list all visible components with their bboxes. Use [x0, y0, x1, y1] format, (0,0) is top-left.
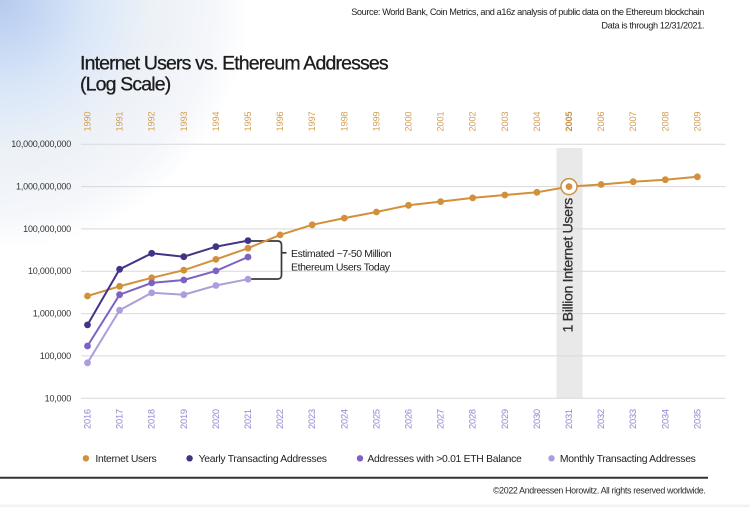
svg-text:1,000,000: 1,000,000 — [33, 309, 71, 319]
svg-text:2022: 2022 — [275, 409, 285, 429]
svg-text:©2022 Andreessen Horowitz. All: ©2022 Andreessen Horowitz. All rights re… — [493, 486, 706, 496]
svg-text:2002: 2002 — [468, 112, 478, 132]
svg-text:2028: 2028 — [468, 409, 478, 429]
svg-text:1999: 1999 — [371, 112, 381, 132]
svg-text:1993: 1993 — [179, 112, 189, 132]
svg-text:1,000,000,000: 1,000,000,000 — [16, 182, 71, 192]
svg-text:Source: World Bank, Coin Metri: Source: World Bank, Coin Metrics, and a1… — [351, 7, 704, 17]
svg-text:2024: 2024 — [339, 409, 349, 429]
svg-text:Internet Users: Internet Users — [95, 454, 156, 465]
svg-text:2029: 2029 — [500, 409, 510, 429]
svg-text:1997: 1997 — [307, 112, 317, 132]
svg-text:2007: 2007 — [628, 112, 638, 132]
svg-text:Addresses with >0.01 ETH Balan: Addresses with >0.01 ETH Balance — [367, 454, 522, 465]
svg-text:2026: 2026 — [404, 409, 414, 429]
svg-text:(Log Scale): (Log Scale) — [80, 74, 171, 96]
svg-text:2035: 2035 — [692, 409, 702, 429]
svg-text:Estimated ~7-50 Million: Estimated ~7-50 Million — [291, 248, 392, 260]
svg-text:10,000,000,000: 10,000,000,000 — [11, 139, 71, 149]
svg-text:2023: 2023 — [307, 409, 317, 429]
svg-text:2020: 2020 — [211, 409, 221, 429]
svg-text:Ethereum Users Today: Ethereum Users Today — [291, 261, 391, 273]
svg-text:1 Billion Internet Users: 1 Billion Internet Users — [561, 198, 577, 333]
svg-text:10,000: 10,000 — [45, 393, 72, 403]
svg-text:2033: 2033 — [628, 409, 638, 429]
svg-text:Monthly Transacting Addresses: Monthly Transacting Addresses — [560, 454, 696, 465]
svg-text:2003: 2003 — [500, 112, 510, 132]
svg-text:2017: 2017 — [115, 409, 125, 429]
svg-text:Data is through 12/31/2021.: Data is through 12/31/2021. — [601, 21, 704, 31]
svg-text:2032: 2032 — [596, 409, 606, 429]
svg-text:1996: 1996 — [275, 112, 285, 132]
svg-text:1994: 1994 — [211, 112, 221, 132]
svg-text:10,000,000: 10,000,000 — [28, 266, 71, 276]
svg-text:2016: 2016 — [83, 409, 93, 429]
svg-text:1992: 1992 — [147, 112, 157, 132]
svg-text:1995: 1995 — [243, 112, 253, 132]
svg-text:2019: 2019 — [179, 409, 189, 429]
svg-text:1990: 1990 — [83, 112, 93, 132]
svg-text:2034: 2034 — [660, 409, 670, 429]
svg-text:100,000,000: 100,000,000 — [23, 224, 71, 234]
svg-text:1991: 1991 — [115, 112, 125, 132]
svg-text:2006: 2006 — [596, 112, 606, 132]
svg-text:2001: 2001 — [436, 112, 446, 132]
svg-text:2021: 2021 — [243, 409, 253, 429]
svg-text:2031: 2031 — [564, 409, 574, 429]
svg-text:1998: 1998 — [339, 112, 349, 132]
svg-text:Yearly Transacting Addresses: Yearly Transacting Addresses — [199, 454, 327, 465]
svg-text:100,000: 100,000 — [40, 351, 71, 361]
svg-text:2004: 2004 — [532, 112, 542, 132]
svg-text:2008: 2008 — [660, 112, 670, 132]
svg-text:2009: 2009 — [692, 112, 702, 132]
svg-text:2025: 2025 — [371, 409, 381, 429]
svg-text:2000: 2000 — [404, 112, 414, 132]
svg-text:2030: 2030 — [532, 409, 542, 429]
svg-text:2005: 2005 — [564, 112, 574, 132]
svg-text:Internet Users vs. Ethereum Ad: Internet Users vs. Ethereum Addresses — [80, 53, 389, 75]
svg-text:2027: 2027 — [436, 409, 446, 429]
svg-text:2018: 2018 — [147, 409, 157, 429]
